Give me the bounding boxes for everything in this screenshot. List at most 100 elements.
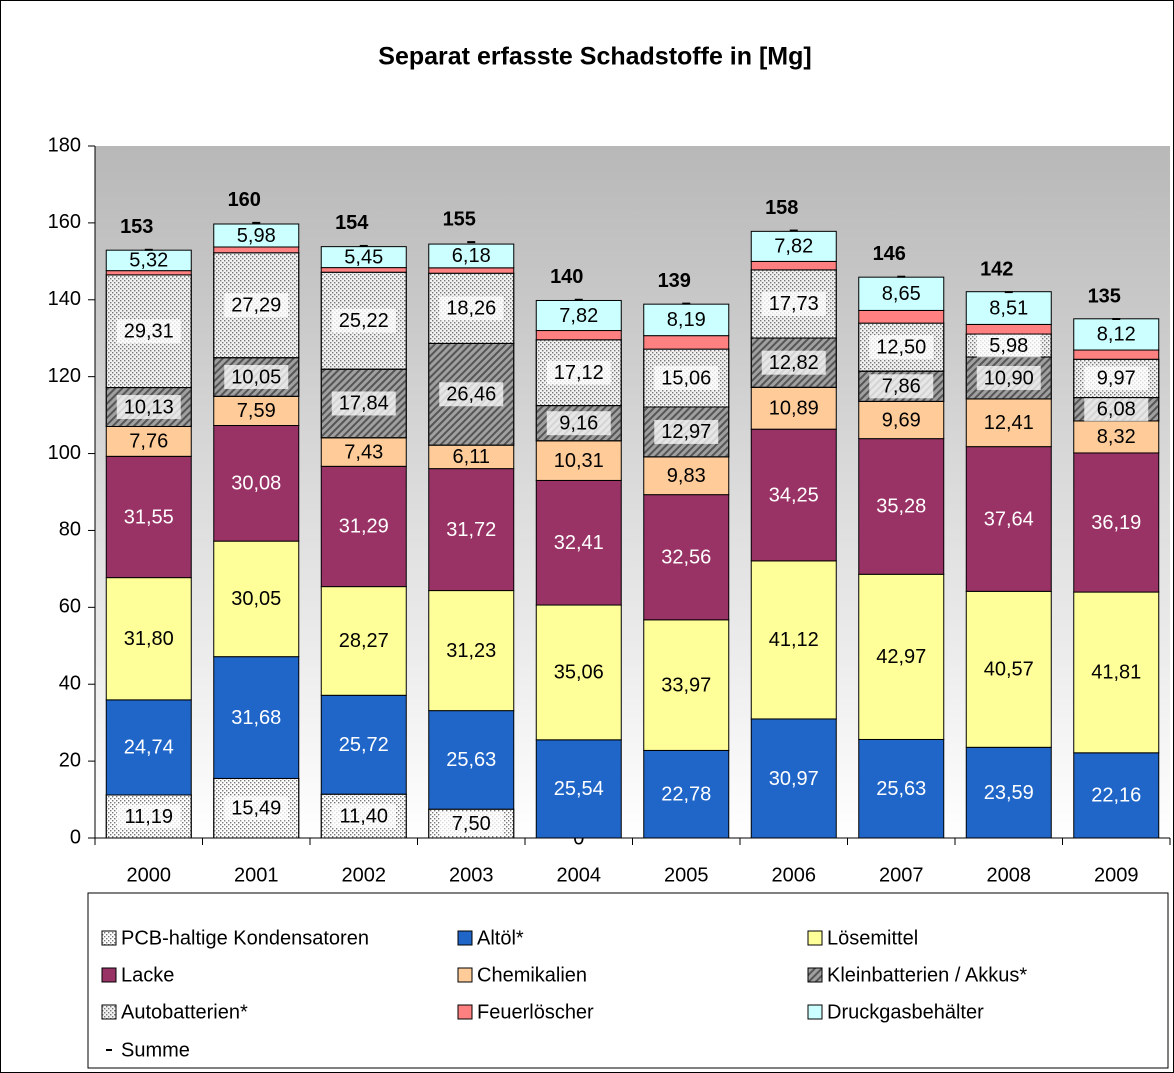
data-label: 8,32 — [1097, 426, 1136, 448]
data-label: 9,16 — [559, 412, 598, 434]
label-bg — [116, 319, 181, 344]
label-bg — [116, 395, 181, 420]
total-label: 146 — [873, 243, 906, 265]
x-tick-label: 2002 — [342, 864, 387, 886]
bar-segment — [1073, 420, 1160, 454]
bar-segment — [643, 619, 730, 751]
legend-label: Autobatterien* — [121, 1001, 248, 1023]
data-label: 7,59 — [237, 400, 276, 422]
data-label: 6,18 — [452, 245, 491, 267]
total-label: 154 — [335, 212, 369, 234]
data-label: 33,97 — [661, 674, 711, 696]
data-label: 8,12 — [1097, 324, 1136, 346]
data-label: 10,31 — [554, 450, 604, 472]
bar-segment — [428, 243, 515, 269]
bar-segment — [858, 309, 945, 324]
bar-segment — [643, 456, 730, 496]
label-bg — [761, 291, 826, 316]
data-label: 32,41 — [554, 532, 604, 554]
legend — [87, 892, 1169, 1069]
bar-segment — [1073, 452, 1160, 593]
total-label: 155 — [443, 208, 476, 230]
data-label: 25,22 — [339, 310, 389, 332]
total-label: 158 — [765, 197, 798, 219]
data-label: 26,46 — [446, 384, 496, 406]
data-label: 35,06 — [554, 662, 604, 684]
legend-label: Lacke — [121, 964, 174, 986]
label-bg — [224, 364, 289, 389]
bar-segment — [1073, 752, 1160, 839]
label-bg — [546, 360, 611, 385]
bar-segment — [643, 335, 730, 350]
y-tick-label: 180 — [48, 134, 81, 156]
data-label: 9,69 — [882, 409, 921, 431]
label-bg — [869, 374, 934, 399]
label-bg — [224, 796, 289, 821]
data-label: 32,56 — [661, 547, 711, 569]
bar-segment — [858, 400, 945, 440]
bar-segment — [105, 699, 192, 796]
bar-segment — [428, 267, 515, 274]
label-bg — [331, 804, 396, 829]
legend-label: Feuerlöscher — [477, 1001, 594, 1023]
label-bg — [869, 335, 934, 360]
bar-segment — [643, 303, 730, 337]
data-label: 22,78 — [661, 783, 711, 805]
total-label: 135 — [1088, 285, 1121, 307]
bar-segment — [428, 468, 515, 592]
data-label: 28,27 — [339, 630, 389, 652]
data-label: 9,97 — [1097, 368, 1136, 390]
label-bg — [331, 391, 396, 416]
bar-segment — [858, 438, 945, 575]
data-label: 17,84 — [339, 393, 389, 415]
x-tick-label: 2004 — [557, 864, 602, 886]
data-label: 15,06 — [661, 367, 711, 389]
bar-segment — [750, 386, 837, 430]
data-label: 7,86 — [882, 376, 921, 398]
bar-segment — [1073, 591, 1160, 754]
data-label: 5,98 — [237, 225, 276, 247]
data-label: 17,12 — [554, 362, 604, 384]
bar-segment — [750, 260, 837, 271]
legend-swatch — [457, 967, 473, 983]
legend-swatch — [807, 930, 823, 946]
x-tick-label: 2007 — [879, 864, 924, 886]
label-bg — [439, 296, 504, 321]
bar-segment — [213, 656, 300, 779]
legend-pattern — [807, 967, 823, 983]
data-label: 22,16 — [1091, 785, 1141, 807]
data-label: 11,40 — [339, 805, 388, 827]
bar-segment — [643, 749, 730, 839]
data-label: 36,19 — [1091, 512, 1141, 534]
data-label: 8,65 — [882, 283, 921, 305]
label-bg — [1084, 397, 1149, 422]
data-label: 12,82 — [769, 352, 819, 374]
data-label: 25,54 — [554, 778, 604, 800]
data-label: 10,13 — [124, 396, 174, 418]
label-bg — [976, 365, 1041, 390]
label-bg — [331, 308, 396, 333]
label-bg — [116, 804, 181, 829]
data-label: 31,80 — [124, 628, 174, 650]
legend-label: Lösemittel — [827, 927, 918, 949]
y-tick-label: 160 — [48, 211, 81, 233]
data-label: 41,12 — [769, 629, 819, 651]
x-tick-label: 2000 — [127, 864, 172, 886]
bar-segment — [643, 494, 730, 621]
data-label: 31,23 — [446, 640, 496, 662]
data-label: 42,97 — [876, 646, 926, 668]
bar-segment — [428, 590, 515, 712]
data-label: 7,50 — [452, 813, 491, 835]
data-label: 10,90 — [984, 367, 1034, 389]
data-label: 6,11 — [453, 446, 490, 468]
data-label: 5,32 — [129, 250, 168, 272]
x-tick-label: 2003 — [449, 864, 494, 886]
label-bg — [976, 333, 1041, 358]
bar-segment — [965, 398, 1052, 448]
label-bg — [1084, 366, 1149, 391]
data-label: 30,97 — [769, 768, 819, 790]
data-label: 9,83 — [667, 465, 706, 487]
legend-pattern — [101, 1004, 117, 1020]
data-label: 8,51 — [989, 297, 1028, 319]
